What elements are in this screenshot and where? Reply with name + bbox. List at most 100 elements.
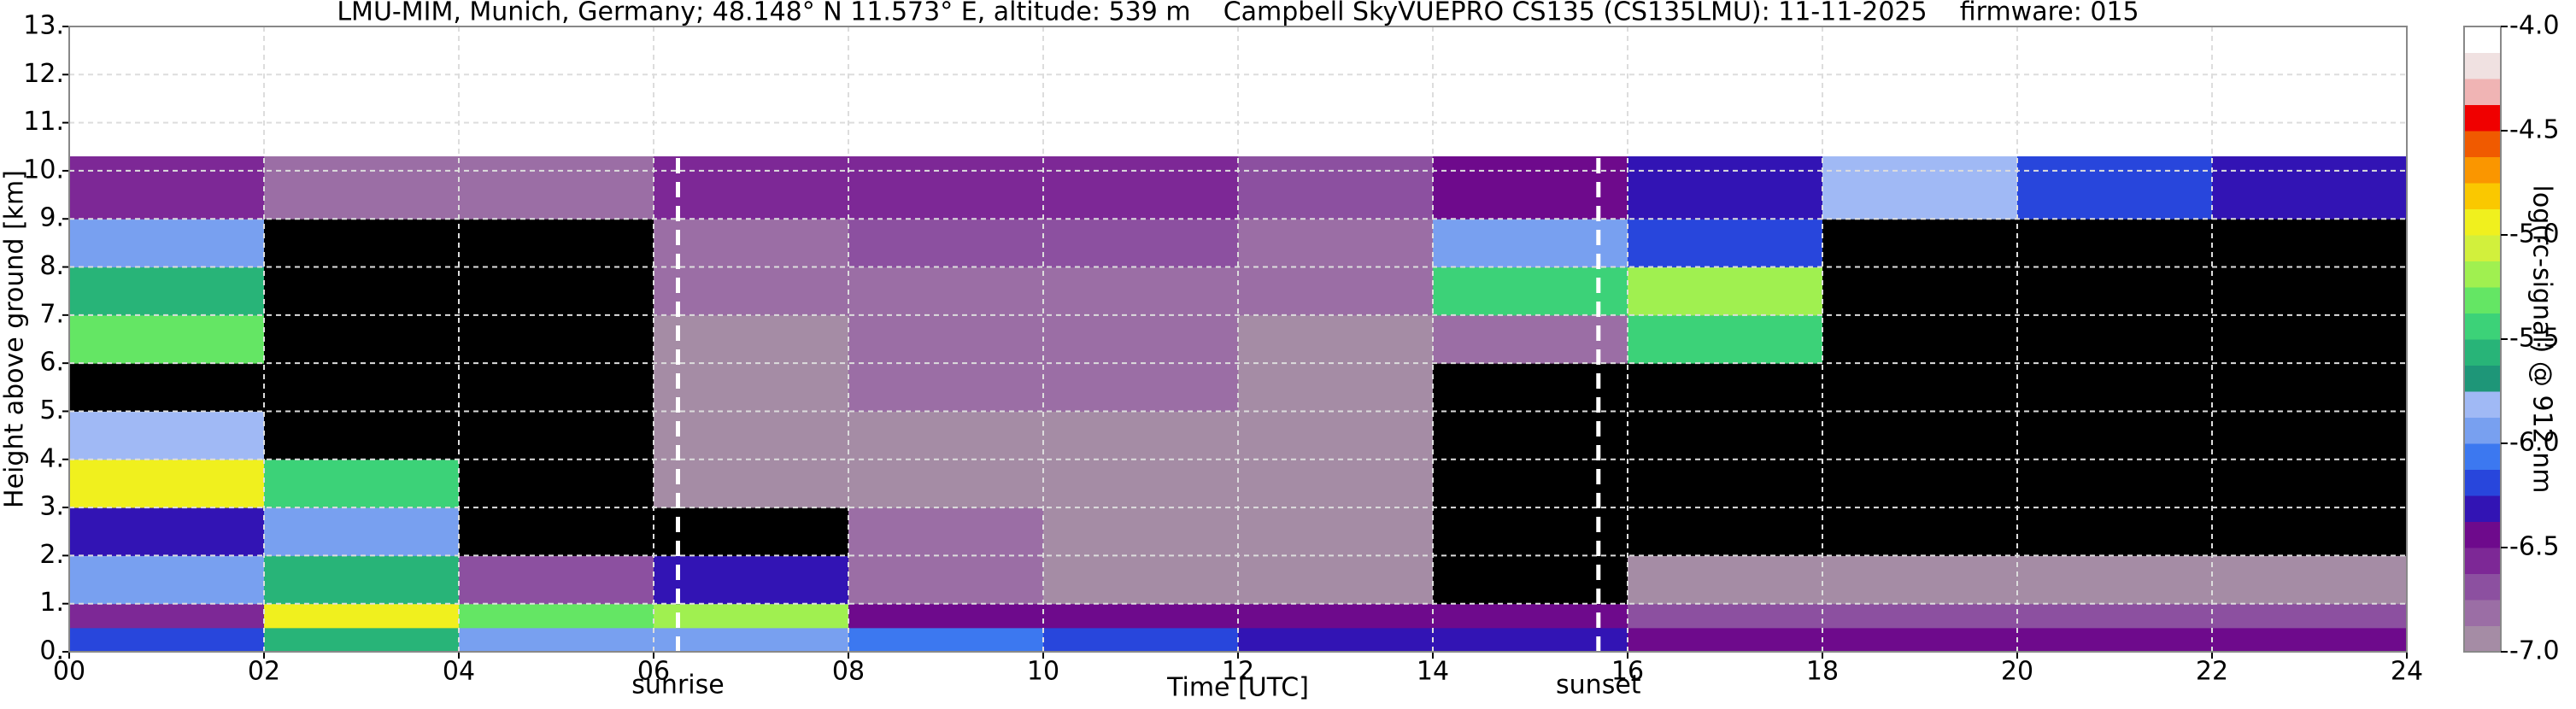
colorbar-swatch	[2464, 573, 2501, 601]
colorbar-swatch	[2464, 548, 2501, 574]
heatmap-cell	[264, 411, 460, 460]
colorbar-swatch	[2464, 104, 2501, 132]
heatmap-cell	[2017, 411, 2213, 460]
y-tick-label: 4.	[39, 443, 64, 473]
plot-frame	[68, 26, 2408, 653]
colorbar-tick-label: -5.0	[2509, 220, 2560, 249]
heatmap-cell	[1043, 363, 1239, 412]
colorbar-tick-label: -6.0	[2509, 428, 2560, 458]
heatmap-cell	[654, 219, 849, 268]
heatmap-cell	[1433, 156, 1628, 220]
colorbar-swatch	[2464, 287, 2501, 313]
y-tick-label: 8.	[39, 251, 64, 281]
heatmap-cell	[1628, 603, 1823, 629]
colorbar-swatch	[2464, 469, 2501, 496]
heatmap-cell	[1628, 627, 1823, 653]
heatmap-cell	[2017, 156, 2213, 220]
heatmap-cell	[2212, 555, 2408, 605]
x-tick-label: 24	[2391, 657, 2423, 687]
heatmap-cell	[69, 555, 265, 605]
heatmap-cell	[654, 411, 849, 460]
heatmap-cell	[1238, 507, 1434, 556]
heatmap-cell	[1822, 156, 2018, 220]
heatmap-cell	[654, 507, 849, 556]
annotation-label: sunset	[1556, 671, 1641, 700]
heatmap-cell	[1822, 627, 2018, 653]
heatmap-cell	[654, 459, 849, 508]
heatmap-cell	[848, 555, 1044, 605]
heatmap-cell	[1628, 314, 1823, 364]
heatmap-cell	[1628, 363, 1823, 412]
heatmap-cell	[264, 267, 460, 316]
heatmap-cell	[2212, 411, 2408, 460]
x-tick-label: 16	[1611, 657, 1644, 687]
annotation-label: sunrise	[631, 671, 724, 700]
colorbar-swatch	[2464, 417, 2501, 444]
heatmap-cell	[1043, 411, 1239, 460]
x-tick-label: 18	[1806, 657, 1839, 687]
heatmap-cell	[1043, 459, 1239, 508]
heatmap-cell	[69, 459, 265, 508]
heatmap-cell	[848, 267, 1044, 316]
colorbar-tick-label: -4.0	[2509, 11, 2560, 41]
heatmap-cell	[848, 411, 1044, 460]
heatmap-cell	[2212, 156, 2408, 220]
heatmap-cell	[1238, 314, 1434, 364]
heatmap-cell	[264, 363, 460, 412]
heatmap-cell	[2017, 314, 2213, 364]
y-tick-label: 13.	[23, 11, 64, 41]
heatmap-cell	[459, 603, 654, 629]
colorbar-swatch	[2464, 313, 2501, 340]
heatmap-cell	[459, 267, 654, 316]
heatmap-cell	[1238, 267, 1434, 316]
heatmap-cell	[2212, 627, 2408, 653]
y-tick-label: 10.	[23, 155, 64, 185]
chart-title: LMU-MIM, Munich, Germany; 48.148° N 11.5…	[337, 0, 2139, 27]
heatmap-cell	[69, 363, 265, 412]
heatmap-cell	[2212, 314, 2408, 364]
x-tick-label: 10	[1027, 657, 1059, 687]
colorbar-swatch	[2464, 521, 2501, 548]
heatmap-cell	[2212, 219, 2408, 268]
y-tick-label: 11.	[23, 107, 64, 137]
heatmap-cell	[2017, 219, 2213, 268]
heatmap-cell	[1433, 267, 1628, 316]
heatmap-cell	[69, 314, 265, 364]
heatmap-cell	[69, 507, 265, 556]
heatmap-cell	[2017, 627, 2213, 653]
colorbar-tick-label: -5.5	[2509, 324, 2560, 354]
y-tick-label: 7.	[39, 299, 64, 329]
colorbar-swatch	[2464, 625, 2501, 653]
colorbar-swatch	[2464, 443, 2501, 470]
heatmap-cell	[1822, 363, 2018, 412]
x-tick-label: 12	[1222, 657, 1254, 687]
heatmap-cell	[459, 555, 654, 605]
heatmap-cell	[1822, 459, 2018, 508]
heatmap-cell	[1822, 314, 2018, 364]
colorbar-swatch	[2464, 208, 2501, 236]
heatmap-cell	[459, 219, 654, 268]
heatmap-cell	[2212, 459, 2408, 508]
x-tick-label: 02	[248, 657, 280, 687]
heatmap-cell	[1238, 156, 1434, 220]
x-tick-label: 08	[832, 657, 865, 687]
y-tick-label: 5.	[39, 396, 64, 425]
heatmap-cell	[264, 219, 460, 268]
heatmap-cell	[1043, 555, 1239, 605]
heatmap-cell	[1628, 555, 1823, 605]
heatmap-cell	[1043, 267, 1239, 316]
heatmap-cell	[1433, 459, 1628, 508]
heatmap-cell	[2017, 555, 2213, 605]
x-tick-label: 20	[2001, 657, 2033, 687]
heatmap-cell	[848, 603, 1044, 629]
heatmap-cell	[1822, 555, 2018, 605]
heatmap-cell	[1433, 507, 1628, 556]
heatmap-cell	[459, 627, 654, 653]
heatmap-cell	[1043, 627, 1239, 653]
heatmap-cell	[2017, 267, 2213, 316]
heatmap-cell	[1628, 507, 1823, 556]
heatmap-cell	[1433, 603, 1628, 629]
heatmap-cell	[459, 411, 654, 460]
heatmap-cell	[1433, 314, 1628, 364]
